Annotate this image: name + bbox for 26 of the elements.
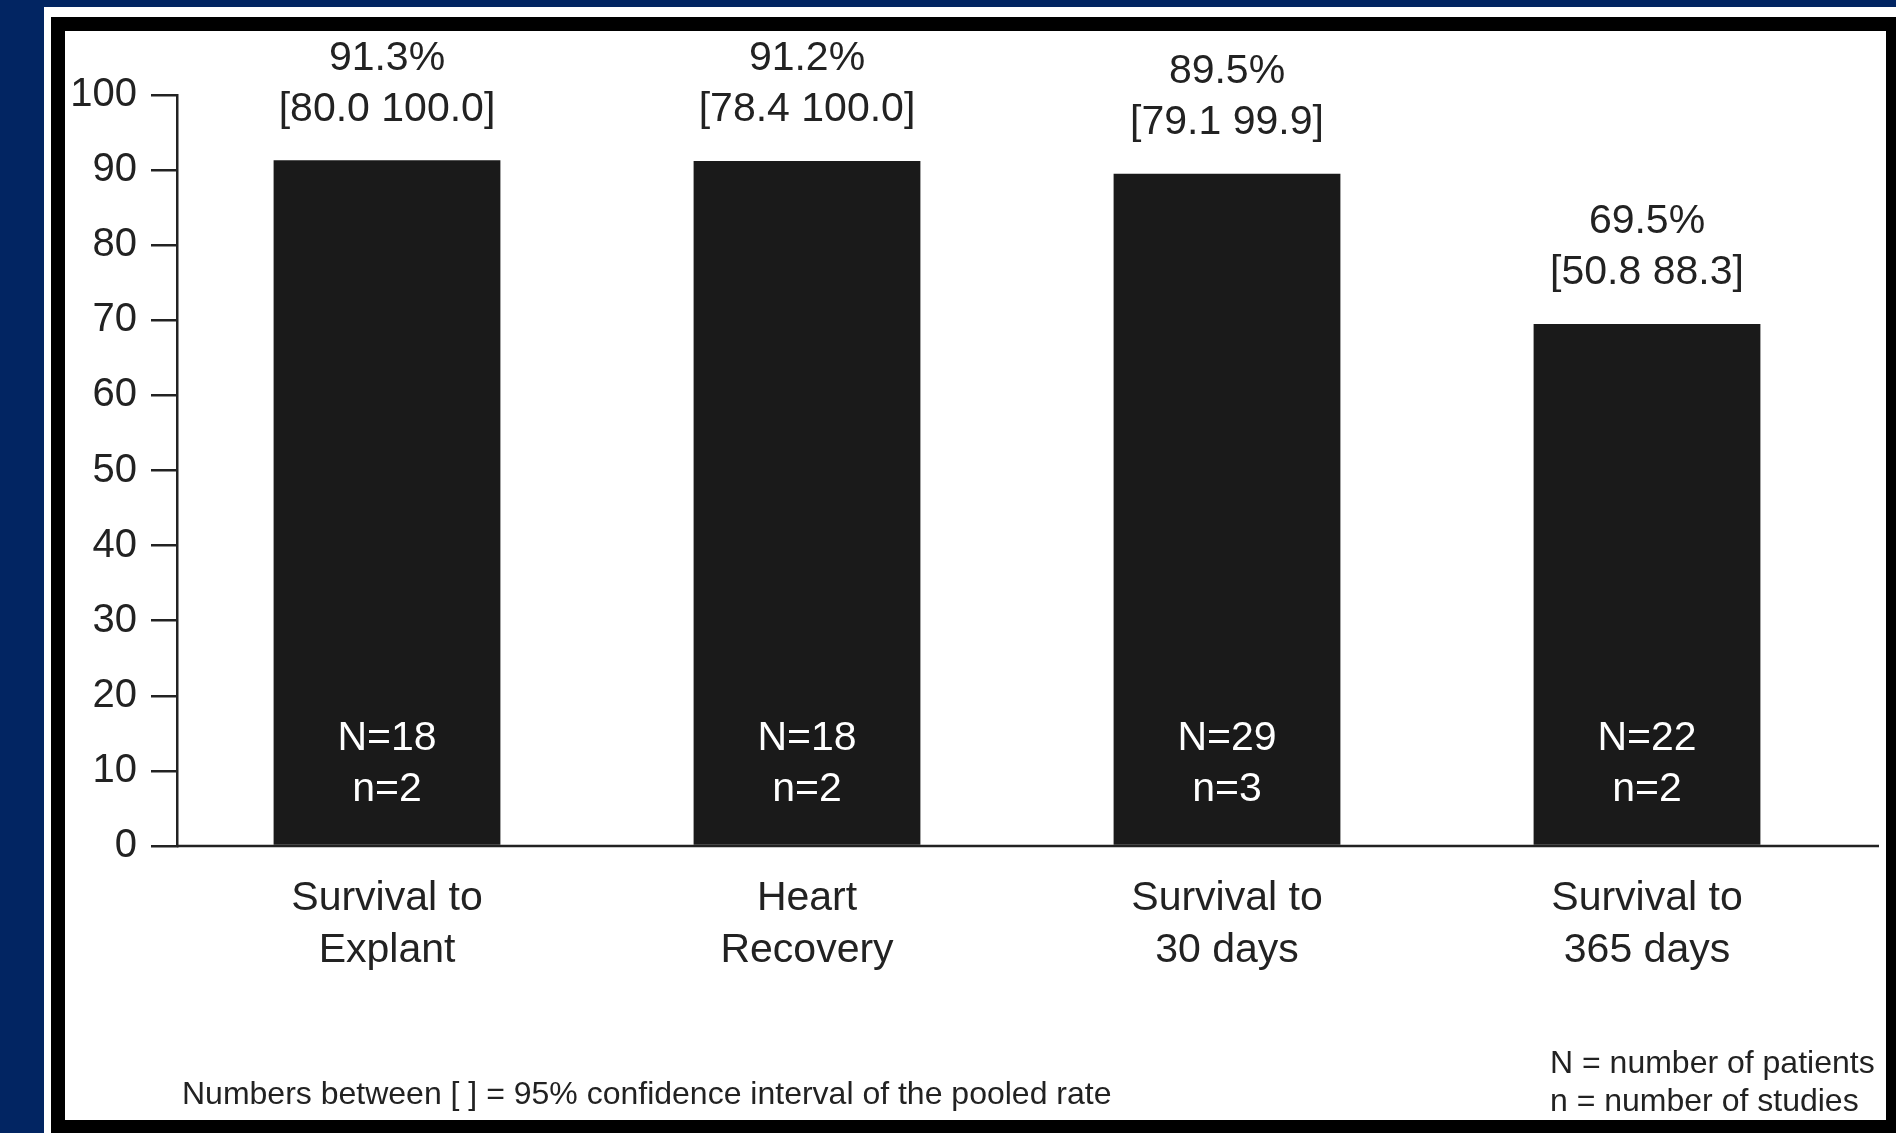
x-tick-label: Survival to 30 days: [1131, 873, 1323, 972]
y-tick-label: 40: [92, 520, 137, 565]
y-tick-label: 80: [92, 220, 137, 265]
text: N = number of patients: [1550, 1043, 1875, 1080]
annotation: N=22 n=2: [1597, 713, 1697, 811]
text: n = number of studies: [1550, 1081, 1859, 1118]
data-label: 91.2% [78.4 100.0]: [698, 33, 916, 131]
data-label: 89.5% [79.1 99.9]: [1130, 46, 1324, 144]
annotation: N=29 n=3: [1177, 713, 1277, 811]
annotation: N=18 n=2: [337, 713, 437, 811]
y-tick-label: 90: [92, 145, 137, 190]
x-tick-label: Survival to Explant: [291, 873, 483, 972]
y-tick-label: 0: [114, 821, 137, 866]
y-tick-label: 60: [92, 370, 137, 415]
y-tick-label: 100: [70, 70, 137, 115]
y-tick-label: 30: [92, 595, 137, 640]
text: Numbers between [ ] = 95% confidence interval of the pooled rate: [182, 1074, 1112, 1111]
x-tick-label: Heart Recovery: [720, 873, 895, 972]
y-tick-label: 20: [92, 670, 137, 715]
y-tick-label: 10: [92, 745, 137, 790]
annotation: N=18 n=2: [757, 713, 857, 811]
y-tick-label: 70: [92, 295, 137, 340]
data-label: 69.5% [50.8 88.3]: [1550, 196, 1744, 294]
y-tick-label: 50: [92, 445, 137, 490]
data-label: 91.3% [80.0 100.0]: [278, 32, 496, 130]
x-tick-label: Survival to 365 days: [1551, 873, 1743, 972]
